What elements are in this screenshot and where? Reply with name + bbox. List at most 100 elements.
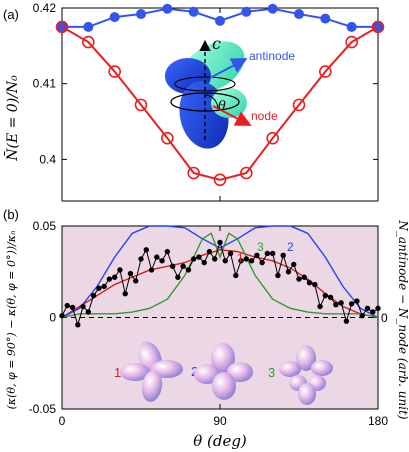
theory-curve-3 (61, 232, 379, 319)
data-point (196, 254, 202, 260)
data-point (222, 258, 228, 264)
data-point (122, 291, 128, 297)
inset-2-lobe (194, 364, 220, 384)
data-point (169, 263, 176, 269)
node-point (266, 131, 279, 145)
inset-1-lobe (141, 370, 163, 402)
data-point (233, 272, 239, 279)
data-point (312, 281, 318, 288)
data-point (327, 294, 334, 301)
data-point (317, 303, 323, 310)
node-point (371, 20, 385, 34)
data-point (254, 252, 260, 258)
panel-b-x-ticks: 0 90 180 (59, 226, 388, 428)
inset-theta-label: θ (218, 99, 226, 114)
data-point (338, 300, 344, 306)
node-point (292, 98, 306, 112)
data-point (85, 309, 92, 315)
antinode-label: antinode (249, 49, 295, 63)
data-point (348, 301, 355, 307)
node-point (134, 98, 148, 112)
data-point (164, 248, 171, 255)
data-point (269, 250, 276, 257)
data-point (185, 267, 192, 273)
right-axis-zero-tick: 0 (381, 311, 388, 325)
data-point (111, 274, 118, 280)
data-point (106, 276, 113, 282)
panel-a: (a) 0.4 0.41 0.42 N̄(E = 0)/N₀ c θ antinod… (3, 1, 385, 202)
y-tick-label: -0.05 (29, 402, 57, 416)
data-point (90, 292, 97, 299)
data-point (201, 259, 207, 266)
data-point (354, 298, 360, 304)
y-tick-label: 0.05 (33, 219, 57, 233)
data-point (275, 272, 281, 279)
theory-curve-2 (61, 225, 379, 319)
data-point (80, 303, 86, 310)
data-point (96, 285, 102, 291)
data-point (370, 309, 376, 315)
x-tick-label: 90 (213, 414, 227, 428)
panel-b-left-y-label: (κ(θ, φ = 90°) − κ(θ, φ = 0°))/κₙ (5, 231, 18, 410)
data-point (180, 263, 186, 269)
inset-3-lobe (298, 383, 316, 405)
curve-label-3: 3 (257, 240, 264, 254)
inset-illustration: c θ antinode node (165, 34, 295, 149)
node-point (213, 173, 227, 187)
data-point (296, 276, 302, 282)
data-point (227, 250, 234, 257)
data-point (322, 292, 329, 299)
inset-c-label: c (212, 34, 221, 53)
data-point (69, 304, 76, 311)
data-point (343, 318, 350, 324)
antinode-point (241, 6, 252, 17)
series-line-node (61, 26, 379, 181)
antinode-point (346, 21, 357, 32)
node-point (108, 65, 121, 78)
data-point (291, 261, 297, 268)
data-point (264, 250, 271, 257)
curve-label-1: 1 (237, 251, 244, 265)
data-point (359, 312, 365, 319)
panel-a-label: (a) (3, 7, 19, 22)
antinode-point (109, 12, 120, 23)
data-point (75, 322, 81, 328)
data-point (127, 270, 134, 277)
y-tick-label: 0.4 (39, 152, 56, 166)
node-point (240, 166, 253, 180)
node-point (55, 20, 69, 34)
node-point (319, 65, 332, 78)
data-point (64, 302, 70, 309)
inset-3-label: 3 (268, 365, 275, 380)
panel-b-label: (b) (3, 207, 19, 222)
data-point (333, 301, 339, 308)
data-point (148, 267, 155, 273)
data-point (364, 305, 371, 312)
data-point (248, 258, 255, 264)
data-point (212, 256, 218, 262)
inset-3-lobe (311, 360, 333, 376)
data-point (285, 269, 292, 275)
gap-shape-inset-3: 3 (268, 345, 333, 405)
gap-shape-inset-2: 2 (191, 343, 253, 400)
antinode-point (83, 21, 94, 32)
data-point (59, 312, 65, 319)
data-point (175, 274, 181, 280)
node-point (82, 35, 95, 49)
x-tick-label: 180 (368, 414, 388, 428)
data-point (217, 239, 223, 246)
data-point (138, 256, 144, 262)
data-point (243, 256, 250, 262)
data-point (238, 258, 244, 264)
y-tick-label: 0.42 (33, 1, 57, 15)
inset-2-lobe (211, 343, 235, 373)
node-point (345, 35, 358, 49)
y-tick-label: 0.41 (33, 77, 57, 91)
panel-b-right-y-label: N_antinode − N_node (arb. unit) (396, 219, 409, 420)
antinode-point (136, 9, 146, 20)
data-point (375, 305, 381, 312)
data-point (154, 254, 160, 260)
data-point (301, 274, 307, 280)
panel-a-y-axis-label: N̄(E = 0)/N₀ (3, 75, 21, 162)
